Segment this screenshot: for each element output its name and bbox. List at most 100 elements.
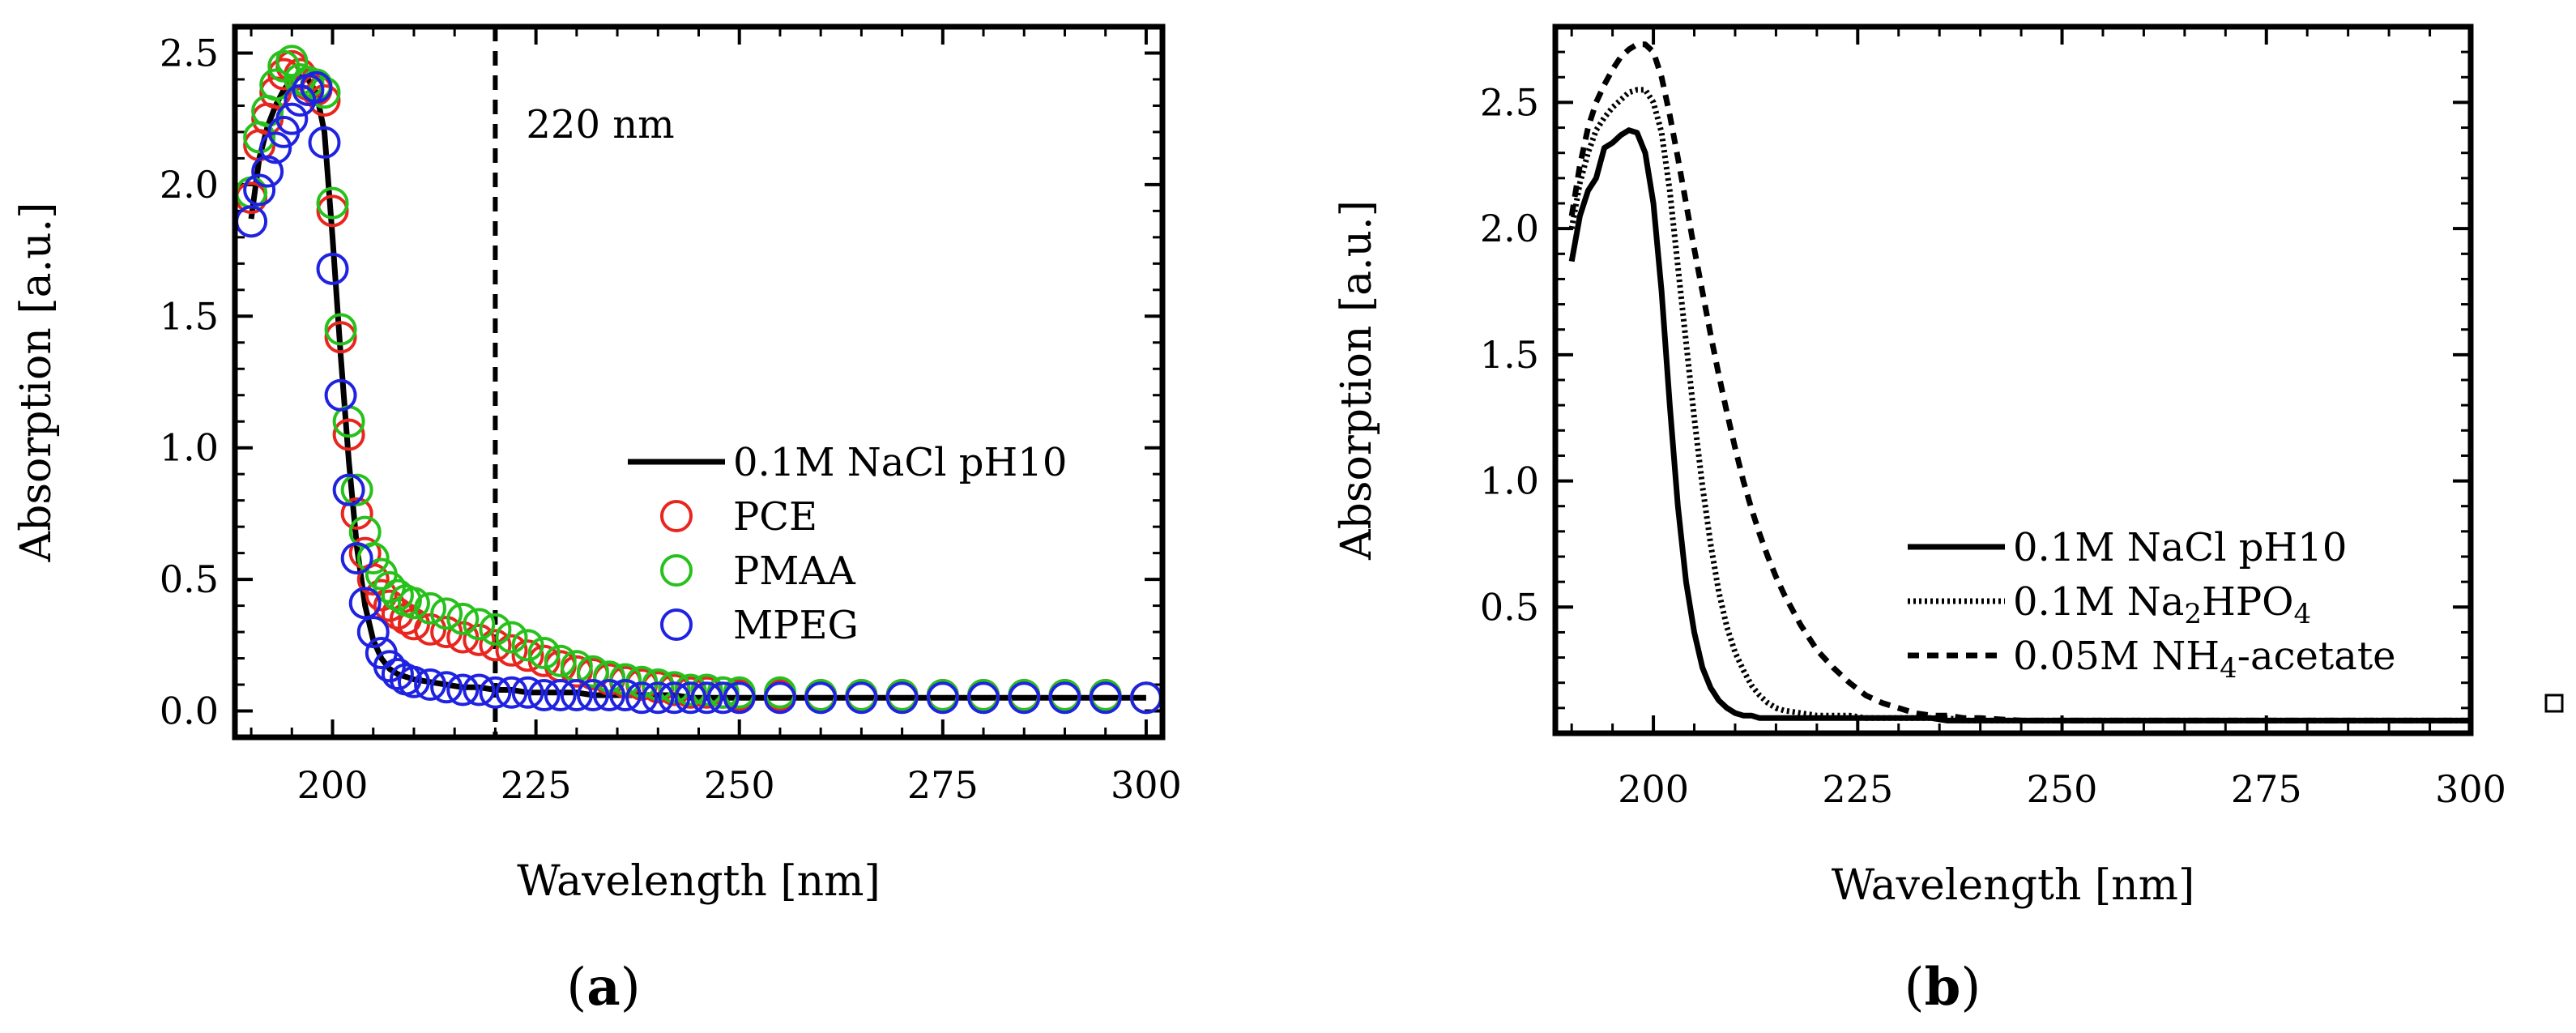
panel-a-ytick-label: 0.5 — [160, 557, 219, 601]
panel-a-series-pce-point — [463, 623, 496, 656]
panel-a-legend — [628, 459, 725, 641]
panel-a-series-pmaa-point — [308, 76, 341, 109]
panel-a-series-mpeg-point — [926, 681, 959, 715]
panel-b-xtick-label: 225 — [1822, 767, 1893, 811]
panel-a-series-mpeg-point — [609, 679, 642, 712]
panel-b-plot-area — [1568, 41, 2471, 724]
panel-b-x-axis-title: Wavelength [nm] — [1832, 861, 2195, 910]
panel-a-ytick-label: 1.0 — [160, 426, 219, 470]
panel-a-xtick-label: 225 — [501, 763, 572, 807]
panel-b-legend — [1908, 544, 2005, 659]
panel-a-label: (a) — [566, 957, 640, 1018]
panel-a-series-pmaa-point — [479, 613, 512, 646]
panel-b-xtick-label: 300 — [2435, 767, 2506, 811]
panel-b-series-0-1m-nacl-ph10-line — [1568, 127, 2471, 724]
panel-a-frame — [232, 23, 1166, 741]
panel-b-ytick-label: 2.5 — [1480, 80, 1539, 124]
panel-a-series-mpeg-point — [259, 131, 292, 164]
panel-b-series-0-1m-na-hpo- — [1568, 87, 2471, 724]
panel-b-series-0-05m-nh-acetate — [1568, 41, 2471, 724]
panel-b-xtick-label: 200 — [1618, 767, 1689, 811]
panel-b-legend-0-05m-nh-acetate-label: 0.05M NH4​-acetate — [2013, 634, 2396, 685]
panel-a-series-pce-point — [479, 629, 512, 662]
panel-a-series-mpeg-point — [340, 542, 373, 575]
panel-a-series-pmaa-point — [495, 621, 528, 654]
panel-a-series-mpeg-point — [356, 616, 390, 649]
panel-a-series-pmaa-point — [593, 660, 626, 694]
panel-b-ytick-label: 1.5 — [1480, 333, 1539, 377]
panel-a-legend-pmaa-label: PMAA — [733, 549, 856, 594]
panel-b-ytick-label: 0.5 — [1480, 585, 1539, 629]
panel-b-series-0-1m-nacl-ph10 — [1568, 127, 2471, 724]
panel-a-series-mpeg-point — [381, 658, 414, 691]
panel-a-series-pmaa-point — [356, 542, 390, 575]
panel-a-ytick-label: 0.0 — [160, 689, 219, 733]
panel-b-ytick-label: 1.0 — [1480, 459, 1539, 503]
panel-a-series-mpeg-point — [642, 681, 675, 715]
panel-a-series-pce-point — [316, 194, 349, 228]
panel-a-series-mpeg-point — [674, 681, 707, 715]
panel-a-series-pce-point — [511, 639, 544, 672]
panel-a-series-pmaa-point — [381, 578, 414, 612]
panel-b-y-axis-title: Absorption [a.u.] — [1333, 200, 1381, 561]
panel-a-xtick-label: 200 — [297, 763, 369, 807]
panel-b-legend-0-1m-na-hpo--label: 0.1M Na2​HPO4​ — [2013, 579, 2311, 630]
panel-a-series-mpeg-point — [463, 673, 496, 706]
panel-a-series-mpeg-point — [479, 676, 512, 709]
panel-a-legend-0-1m-nacl-ph10-label: 0.1M NaCl pH10 — [733, 440, 1067, 485]
panel-a-series-mpeg-point — [967, 681, 1000, 715]
panel-a-series-mpeg-point — [251, 155, 284, 188]
panel-a-series-mpeg-point — [845, 681, 878, 715]
panel-a-series-pmaa-point — [340, 473, 373, 506]
panel-a-series-pmaa-point — [414, 591, 447, 625]
panel-a-series-pmaa-point — [658, 671, 691, 704]
panel-a-series-pmaa-point — [397, 587, 430, 620]
panel-a-ytick-label: 2.5 — [160, 31, 219, 75]
panel-a-legend-pce-label: PCE — [733, 494, 817, 540]
panel-b-frame — [1552, 23, 2474, 736]
panel-a-series-pmaa-point — [316, 186, 349, 220]
panel-b-xtick-label: 250 — [2027, 767, 2098, 811]
panel-a-series-pmaa-point — [275, 45, 309, 78]
panel-a-series-mpeg — [235, 70, 1162, 715]
panel-a-series-mpeg-point — [723, 681, 756, 715]
panel-a-xtick-label: 250 — [704, 763, 775, 807]
panel-a-series-mpeg-point — [332, 473, 365, 506]
panel-a-series-mpeg-point — [1048, 681, 1081, 715]
panel-a-series-pce-point — [527, 644, 561, 677]
panel-b-series-0-1m-na-hpo--line — [1568, 87, 2471, 724]
panel-a-series-pce-point — [495, 634, 528, 667]
panel-a-series-pmaa — [235, 45, 1162, 715]
panel-a-series-mpeg-point — [430, 671, 463, 704]
panel-a-series-mpeg-point — [446, 673, 480, 706]
panel-b-ytick-label: 2.0 — [1480, 207, 1539, 250]
panel-a-series-pmaa-point — [674, 673, 707, 706]
panel-a-series-mpeg-point — [397, 665, 430, 698]
panel-a-series-mpeg-point — [625, 681, 659, 715]
panel-a-series-pmaa-point — [430, 597, 463, 630]
panel-a-series-mpeg-point — [348, 587, 382, 620]
panel-a-series-pce-point — [332, 418, 365, 451]
panel-a-series-mpeg-point — [576, 679, 609, 712]
panel-b-series-0-05m-nh-acetate-line — [1568, 41, 2471, 724]
panel-a-y-axis-title: Absorption [a.u.] — [12, 203, 61, 563]
panel-a-series-mpeg-point — [763, 681, 796, 715]
panel-a-series-mpeg-point — [316, 252, 349, 285]
panel-a-ytick-label: 2.0 — [160, 163, 219, 207]
panel-a-x-axis-title: Wavelength [nm] — [517, 857, 881, 906]
panel-a-series-pmaa-point — [463, 608, 496, 641]
panel-a-series-pmaa-point — [324, 313, 357, 346]
panel-a-series-mpeg-point — [324, 378, 357, 412]
panel-a-series-pmaa-point — [527, 637, 561, 670]
panel-b-xtick-label: 275 — [2231, 767, 2302, 811]
panel-a-series-pce-point — [324, 321, 357, 354]
panel-a-series-mpeg-point — [495, 676, 528, 709]
panel-a-series-mpeg-point — [885, 681, 919, 715]
panel-a-series-pce-point — [365, 578, 398, 612]
panel-b-label: (b) — [1904, 957, 1981, 1018]
panel-a-legend-mpeg-marker — [660, 608, 693, 641]
panel-a-series-mpeg-point — [544, 679, 577, 712]
panel-a-series-mpeg-point — [658, 681, 691, 715]
panel-a-annotation-text: 220 nm — [526, 102, 674, 147]
panel-a-ytick-label: 1.5 — [160, 294, 219, 338]
